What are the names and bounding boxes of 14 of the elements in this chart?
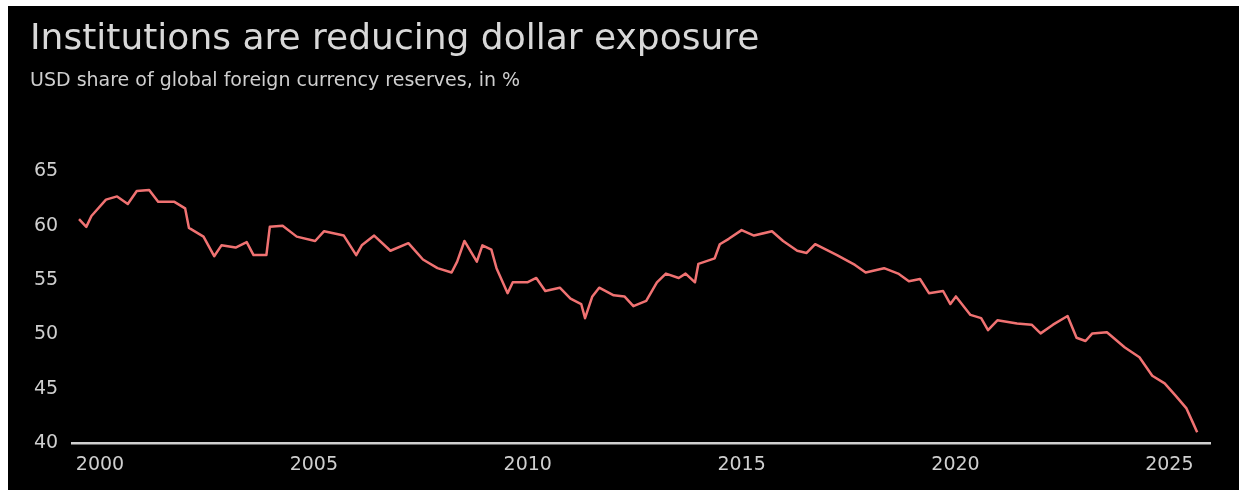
chart-subtitle: USD share of global foreign currency reserves, in % [30,68,521,90]
y-tick-label: 55 [33,267,59,290]
y-tick-label: 40 [33,430,59,453]
chart-title: Institutions are reducing dollar exposure [30,16,760,57]
x-tick-label: 2000 [75,451,125,474]
y-tick-label: 45 [33,375,59,398]
x-tick-label: 2015 [717,451,766,474]
x-tick-label: 2020 [931,451,980,474]
y-tick-label: 65 [33,158,59,181]
x-tick-label: 2005 [289,451,339,474]
x-tick-label: 2025 [1145,451,1194,474]
y-tick-label: 50 [33,321,59,344]
x-tick-label: 2010 [503,451,552,474]
y-tick-label: 60 [33,212,59,235]
